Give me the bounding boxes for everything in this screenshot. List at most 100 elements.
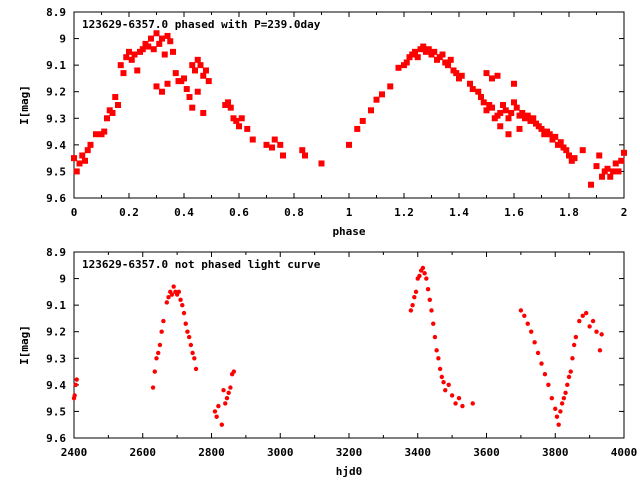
data-point [535,350,541,356]
data-point [72,393,77,398]
data-point [524,112,531,119]
data-point [190,350,195,356]
x-tick-label: 0.6 [229,206,249,219]
data-point [84,147,91,154]
data-point [373,96,380,103]
x-tick-label: 2600 [130,446,157,459]
y-tick-label: 9.3 [46,112,66,125]
x-axis-title: hjd0 [336,465,363,478]
data-point [134,67,141,74]
data-point [565,382,570,388]
data-point [87,141,94,148]
data-point [120,70,127,77]
data-point [413,289,419,295]
data-point [612,160,619,167]
data-point [443,387,448,393]
data-point [432,334,438,340]
y-tick-label: 9.1 [46,299,66,312]
data-points [71,30,627,188]
data-point [189,62,196,69]
data-point [178,297,183,303]
data-point [412,294,417,300]
x-tick-label: 0.4 [174,206,194,219]
data-point [74,377,79,382]
data-point [525,321,530,326]
data-point [571,342,577,348]
data-point [579,147,586,154]
data-point [387,83,394,90]
y-tick-label: 9.2 [46,86,66,99]
data-point [439,51,446,58]
data-point [588,181,594,188]
data-point [183,321,188,326]
data-point [166,294,171,300]
data-point [502,107,509,114]
data-point [446,382,451,388]
x-tick-label: 2 [621,206,628,219]
chart-panel-1: 0 0.2 0.4 0.6 0.8 1 1.2 1.4 1.6 1.8 2 8.9 9 9.1 9.2 9.3… [18,6,627,238]
data-point [596,152,603,159]
data-point [497,109,504,116]
data-point [573,334,579,340]
x-tick-label: 3600 [473,446,500,459]
data-point [593,163,600,170]
data-point [164,300,170,305]
data-point [561,395,567,401]
y-tick-label: 9.1 [46,59,66,72]
data-point [449,393,455,398]
data-point [417,273,422,279]
data-point [558,409,563,414]
data-point [159,88,165,95]
data-point [587,324,592,329]
data-point [607,173,614,180]
data-point [469,86,476,93]
data-point [590,318,596,324]
data-point [164,32,171,39]
data-point [379,91,385,98]
data-point [226,390,231,396]
data-point [172,70,179,77]
data-point [280,152,286,159]
data-point [530,115,537,122]
x-tick-label: 2400 [61,446,88,459]
data-point [219,422,225,427]
data-point [185,329,190,334]
data-point [566,374,572,380]
data-point [153,30,160,37]
data-point [571,155,578,162]
data-point [505,115,512,122]
data-point [271,136,278,143]
data-point [189,104,196,111]
data-point [131,51,138,58]
data-point [249,136,256,143]
data-point [583,310,589,316]
data-point [228,385,233,390]
data-point [73,168,80,175]
data-point [153,83,160,90]
data-point [412,48,418,55]
data-point [594,329,599,334]
data-point [570,356,575,361]
y-tick-label: 9.5 [46,405,66,418]
data-point [263,141,270,148]
data-point [156,40,163,47]
y-tick-label: 9 [59,273,66,286]
data-point [546,131,553,138]
data-point [563,147,570,154]
data-point [522,313,527,318]
data-point [176,289,182,295]
x-tick-label: 2800 [198,446,225,459]
data-point [410,302,415,308]
data-point [483,70,490,77]
x-tick-label: 3200 [336,446,363,459]
y-axis-title: I[mag] [18,85,31,125]
data-point [424,276,429,281]
data-point [193,366,199,372]
plot-frame [73,251,625,439]
data-point [299,147,306,154]
data-point [494,72,501,79]
data-point [577,318,582,324]
data-point [549,395,555,401]
data-point [181,75,187,82]
data-point [167,38,174,45]
